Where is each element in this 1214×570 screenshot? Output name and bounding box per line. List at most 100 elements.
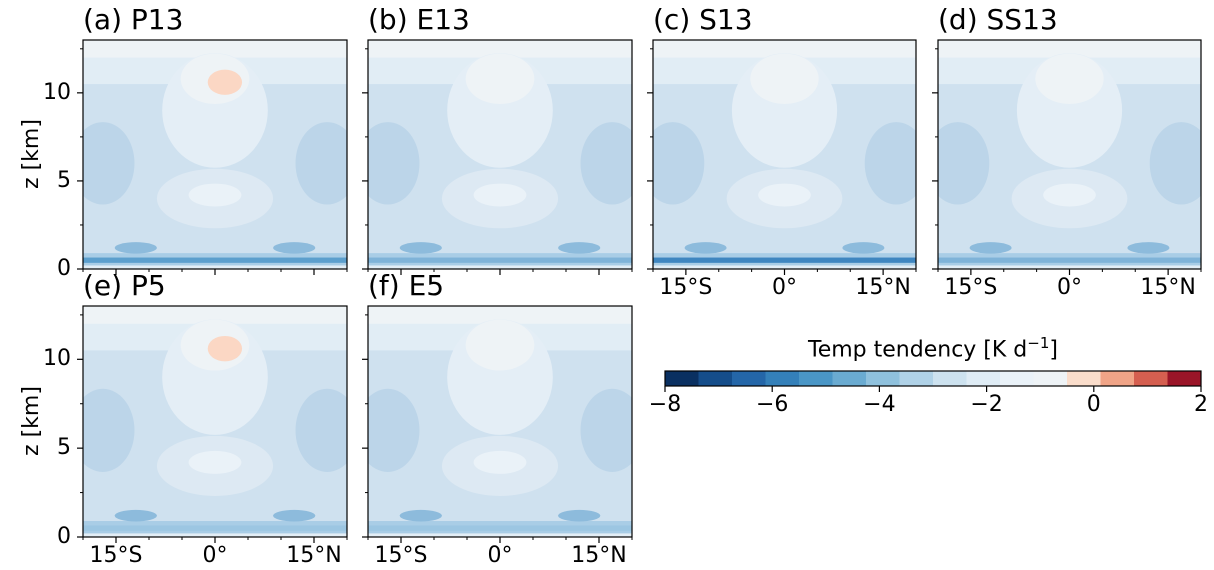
field-surface — [653, 265, 916, 269]
field-pbl-blob-left — [399, 509, 442, 522]
field-pbl-blob-left — [114, 509, 157, 522]
field-heating — [207, 335, 243, 362]
xtick-label: 0° — [487, 543, 513, 568]
colorbar-swatch — [899, 371, 934, 386]
xtick-label: 15°S — [944, 275, 998, 300]
field-flank-right — [580, 122, 632, 205]
colorbar-tick-label: 0 — [1086, 392, 1101, 417]
field-top-core — [465, 319, 535, 371]
field-top — [83, 40, 347, 58]
xtick-label: 15°S — [659, 275, 713, 300]
colorbar-tick-label: −4 — [863, 392, 896, 417]
ytick-label: 5 — [57, 435, 71, 461]
panel-title: (a) P13 — [83, 3, 184, 36]
field-pbl-blob-left — [399, 242, 442, 254]
colorbar-label-exponent: −1 — [1027, 334, 1050, 352]
ytick-label: 5 — [57, 167, 71, 193]
field-surface — [368, 265, 632, 269]
field-flank-left — [83, 122, 135, 205]
field-flank-right — [295, 122, 347, 205]
colorbar-swatch — [1100, 371, 1135, 386]
panel-title: (d) SS13 — [938, 3, 1058, 36]
colorbar-swatch — [1000, 371, 1034, 386]
panel-a — [77, 39, 348, 275]
colorbar-swatch — [866, 371, 900, 386]
field-top-core — [750, 53, 819, 104]
field-flank-right — [295, 388, 347, 472]
ytick-label: 10 — [43, 346, 71, 372]
ylabel: z [km] — [19, 118, 44, 189]
field-pbl-blob-right — [1127, 242, 1170, 254]
field-surface-band — [368, 257, 632, 263]
field-flank-left — [653, 122, 705, 205]
field-surface — [938, 265, 1201, 269]
colorbar-frame — [664, 370, 1202, 387]
ytick-label: 10 — [43, 79, 71, 105]
field-top — [938, 40, 1201, 58]
field-column-core — [1043, 183, 1096, 207]
field-flank-right — [864, 122, 916, 205]
field-surface-band — [83, 257, 347, 263]
field-pbl-blob-right — [273, 509, 316, 522]
xtick-label: 15°S — [374, 543, 428, 568]
field-surface-band — [653, 257, 916, 263]
ytick-label: 0 — [57, 256, 71, 281]
field-flank-left — [368, 388, 420, 472]
panel-title: (e) P5 — [83, 269, 166, 302]
xtick-label: 15°S — [89, 543, 143, 568]
field-pbl-blob-right — [558, 509, 601, 522]
colorbar-tick-label: 2 — [1194, 392, 1208, 417]
panel-e — [77, 305, 348, 543]
field-column-core — [473, 450, 527, 474]
field-pbl-blob-left — [684, 242, 727, 254]
field-top — [368, 40, 632, 58]
panel-title: (f) E5 — [368, 269, 445, 302]
field-column-core — [758, 183, 811, 207]
field-heating — [207, 69, 243, 95]
colorbar-swatch — [832, 371, 867, 386]
colorbar-swatch — [1134, 371, 1168, 386]
field-flank-right — [1149, 122, 1201, 205]
field-surface — [368, 533, 632, 537]
colorbar-label: Temp tendency [K d−1] — [808, 334, 1058, 363]
field-top-core — [465, 53, 535, 104]
colorbar-tick-label: −2 — [970, 392, 1003, 417]
field-pbl-blob-left — [969, 242, 1012, 254]
colorbar-swatch — [966, 371, 1001, 386]
field-pbl-blob-right — [273, 242, 316, 254]
xtick-label: 15°N — [1140, 275, 1196, 300]
field-pbl-blob-right — [842, 242, 885, 254]
panel-d — [932, 39, 1202, 275]
xtick-label: 0° — [202, 543, 228, 568]
panel-title: (c) S13 — [653, 3, 753, 36]
field-surface-band — [938, 257, 1201, 263]
colorbar-tick-label: −6 — [755, 392, 789, 417]
xtick-label: 15°N — [571, 543, 627, 568]
field-column-core — [188, 183, 242, 207]
field-flank-right — [580, 388, 632, 472]
field-surface — [83, 265, 347, 269]
xtick-label: 0° — [1057, 275, 1082, 300]
field-flank-left — [368, 122, 420, 205]
panel-c — [647, 39, 917, 275]
field-surface-band — [83, 525, 347, 531]
field-pbl-blob-left — [114, 242, 157, 254]
field-flank-left — [938, 122, 990, 205]
field-pbl-blob-right — [558, 242, 601, 254]
field-surface-band — [368, 525, 632, 531]
colorbar-swatch — [665, 371, 699, 386]
colorbar-swatch — [933, 371, 967, 386]
panel-f — [362, 305, 633, 543]
field-surface — [83, 533, 347, 537]
colorbar-swatch — [698, 371, 733, 386]
colorbar-swatch — [732, 371, 766, 386]
xtick-label: 15°N — [286, 543, 342, 568]
panel-b — [362, 39, 633, 275]
field-top — [83, 306, 347, 324]
field-column-core — [473, 183, 527, 207]
ylabel: z [km] — [19, 385, 44, 456]
field-column-core — [188, 450, 242, 474]
colorbar-swatch — [1167, 371, 1202, 386]
colorbar-swatch — [1033, 371, 1068, 386]
